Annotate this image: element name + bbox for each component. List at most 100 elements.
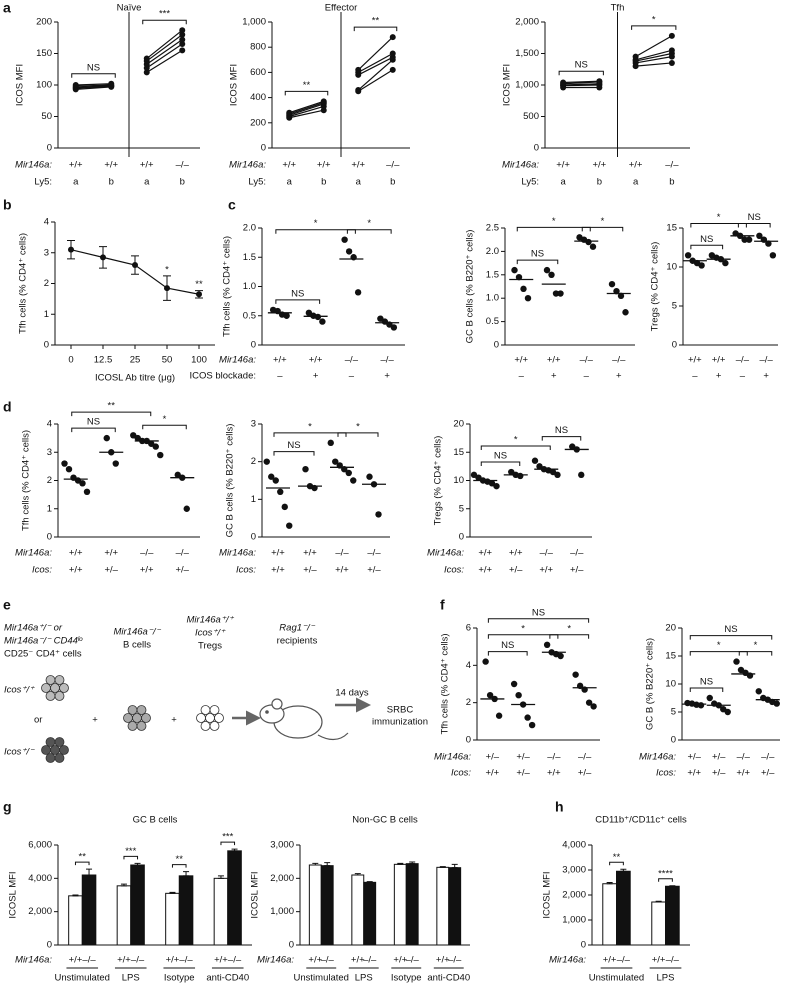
row-value: +/– — [712, 768, 726, 779]
row-value: +/– — [712, 752, 726, 763]
row-value: a — [356, 177, 362, 188]
point — [741, 236, 748, 243]
bar — [116, 885, 132, 946]
point — [152, 443, 159, 450]
row-value: +/+ — [335, 565, 349, 576]
point — [179, 36, 186, 43]
row-value: +/+ — [271, 548, 285, 559]
bar — [81, 874, 97, 946]
y-tick-label: 0 — [494, 340, 499, 351]
y-tick-label: 1 — [44, 309, 49, 320]
y-tick-label: 3 — [47, 447, 52, 458]
point — [608, 280, 616, 288]
y-axis-title: Tfh cells (% CD4⁺ cells) — [21, 430, 32, 531]
cell — [123, 713, 133, 723]
row-value: b — [669, 177, 674, 188]
point — [179, 31, 186, 38]
row-label: Ly5: — [521, 177, 539, 188]
y-tick-label: 0 — [466, 735, 471, 746]
point — [327, 439, 334, 447]
point — [548, 271, 555, 278]
bracket — [71, 411, 152, 417]
x-tick-label: Unstimulated — [55, 973, 110, 984]
cell — [45, 691, 56, 701]
cell — [214, 713, 224, 723]
row-value: +/– — [688, 752, 702, 763]
error-bar — [669, 885, 676, 887]
bar-label: –/– — [131, 955, 145, 966]
bar-label: +/+ — [214, 955, 228, 966]
row-label: Icos: — [444, 565, 464, 576]
series-line — [146, 43, 183, 69]
y-tick-label: 0 — [534, 143, 539, 154]
bar — [393, 863, 407, 946]
point — [578, 471, 585, 479]
series-line — [357, 52, 394, 73]
series-line — [357, 36, 394, 71]
y-axis-title: ICOS MFI — [229, 64, 240, 106]
point — [79, 480, 86, 487]
point — [345, 248, 353, 255]
cell — [45, 675, 56, 685]
diagram-text: or — [34, 715, 42, 726]
point — [543, 266, 551, 274]
point — [68, 246, 74, 253]
row-value: +/– — [516, 752, 530, 763]
y-tick-label: 3 — [44, 247, 49, 258]
significance: ** — [613, 852, 621, 863]
series-line — [563, 80, 600, 84]
row-label: Mir146a: — [15, 548, 52, 559]
y-axis-title: Tregs (% CD4⁺ cells) — [433, 436, 444, 526]
row-label: ICOS blockade: — [189, 371, 256, 382]
bracket — [337, 432, 379, 437]
chart-title: Naïve — [117, 3, 142, 14]
point — [698, 262, 705, 269]
row-label: Mir146a: — [219, 355, 256, 366]
series-line — [75, 84, 112, 87]
point — [108, 80, 115, 87]
point — [482, 658, 489, 665]
significance: * — [163, 414, 167, 425]
bar — [178, 875, 194, 946]
significance: NS — [287, 440, 300, 451]
series-line — [289, 103, 324, 116]
y-tick-label: 800 — [250, 42, 266, 53]
point — [697, 702, 705, 709]
point — [302, 466, 309, 473]
significance: * — [717, 640, 721, 651]
y-tick-label: 0 — [289, 940, 294, 951]
cell — [132, 713, 142, 723]
row-value: +/+ — [140, 160, 154, 171]
significance: NS — [291, 288, 304, 299]
x-tick-label: anti-CD40 — [206, 973, 249, 984]
bracket — [689, 635, 773, 640]
bar — [351, 874, 365, 946]
y-tick-label: 400 — [250, 92, 266, 103]
point — [684, 252, 692, 259]
point — [557, 652, 564, 660]
chart-title: GC B cells — [133, 815, 178, 826]
cell — [59, 683, 69, 693]
error-bar — [217, 875, 224, 879]
cell — [127, 721, 138, 731]
row-value: +/– — [578, 768, 592, 779]
point — [100, 254, 106, 261]
error-bar — [134, 862, 141, 866]
row-value: a — [144, 177, 150, 188]
row-value: +/+ — [509, 548, 523, 559]
series-line — [289, 109, 324, 119]
point — [765, 240, 772, 247]
bar — [651, 901, 667, 946]
panel-label: h — [555, 799, 564, 815]
bar-label: –/– — [448, 955, 462, 966]
row-label: Icos: — [451, 768, 471, 779]
significance: NS — [700, 677, 713, 688]
significance: * — [552, 216, 556, 227]
row-value: –/– — [345, 355, 359, 366]
x-tick-label: Unstimulated — [589, 973, 644, 984]
series-line — [563, 81, 600, 85]
bar-label: –/– — [179, 955, 193, 966]
cell — [200, 721, 211, 731]
significance: ** — [303, 80, 311, 91]
